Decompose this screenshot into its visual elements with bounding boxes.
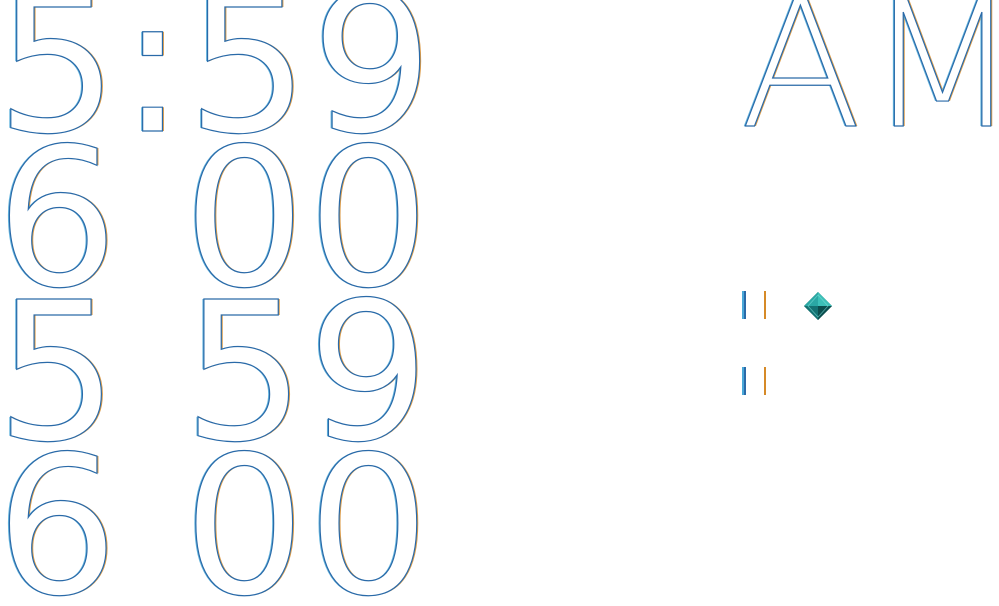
time-separator: : bbox=[120, 0, 187, 177]
hours-digit: 5 bbox=[0, 262, 121, 485]
time-row-4: 6 00 bbox=[0, 431, 432, 606]
minutes-digits: 59 bbox=[186, 0, 436, 177]
am-pm-indicator: AM bbox=[739, 0, 999, 168]
diamond-gem-icon bbox=[804, 292, 832, 320]
time-row-1: 5:59 bbox=[0, 0, 435, 162]
colon-dot-lower bbox=[742, 367, 766, 395]
minutes-digits: 00 bbox=[183, 108, 432, 331]
minutes-digits: 00 bbox=[183, 416, 432, 606]
hours-digit: 5 bbox=[0, 0, 121, 177]
hours-digit: 6 bbox=[0, 416, 121, 606]
time-row-2: 6 00 bbox=[0, 123, 432, 316]
time-separator bbox=[120, 416, 183, 606]
minutes-digits: 59 bbox=[183, 262, 432, 485]
time-row-3: 5 59 bbox=[0, 277, 432, 470]
colon-dot-upper bbox=[742, 291, 766, 319]
hours-digit: 6 bbox=[0, 108, 121, 331]
